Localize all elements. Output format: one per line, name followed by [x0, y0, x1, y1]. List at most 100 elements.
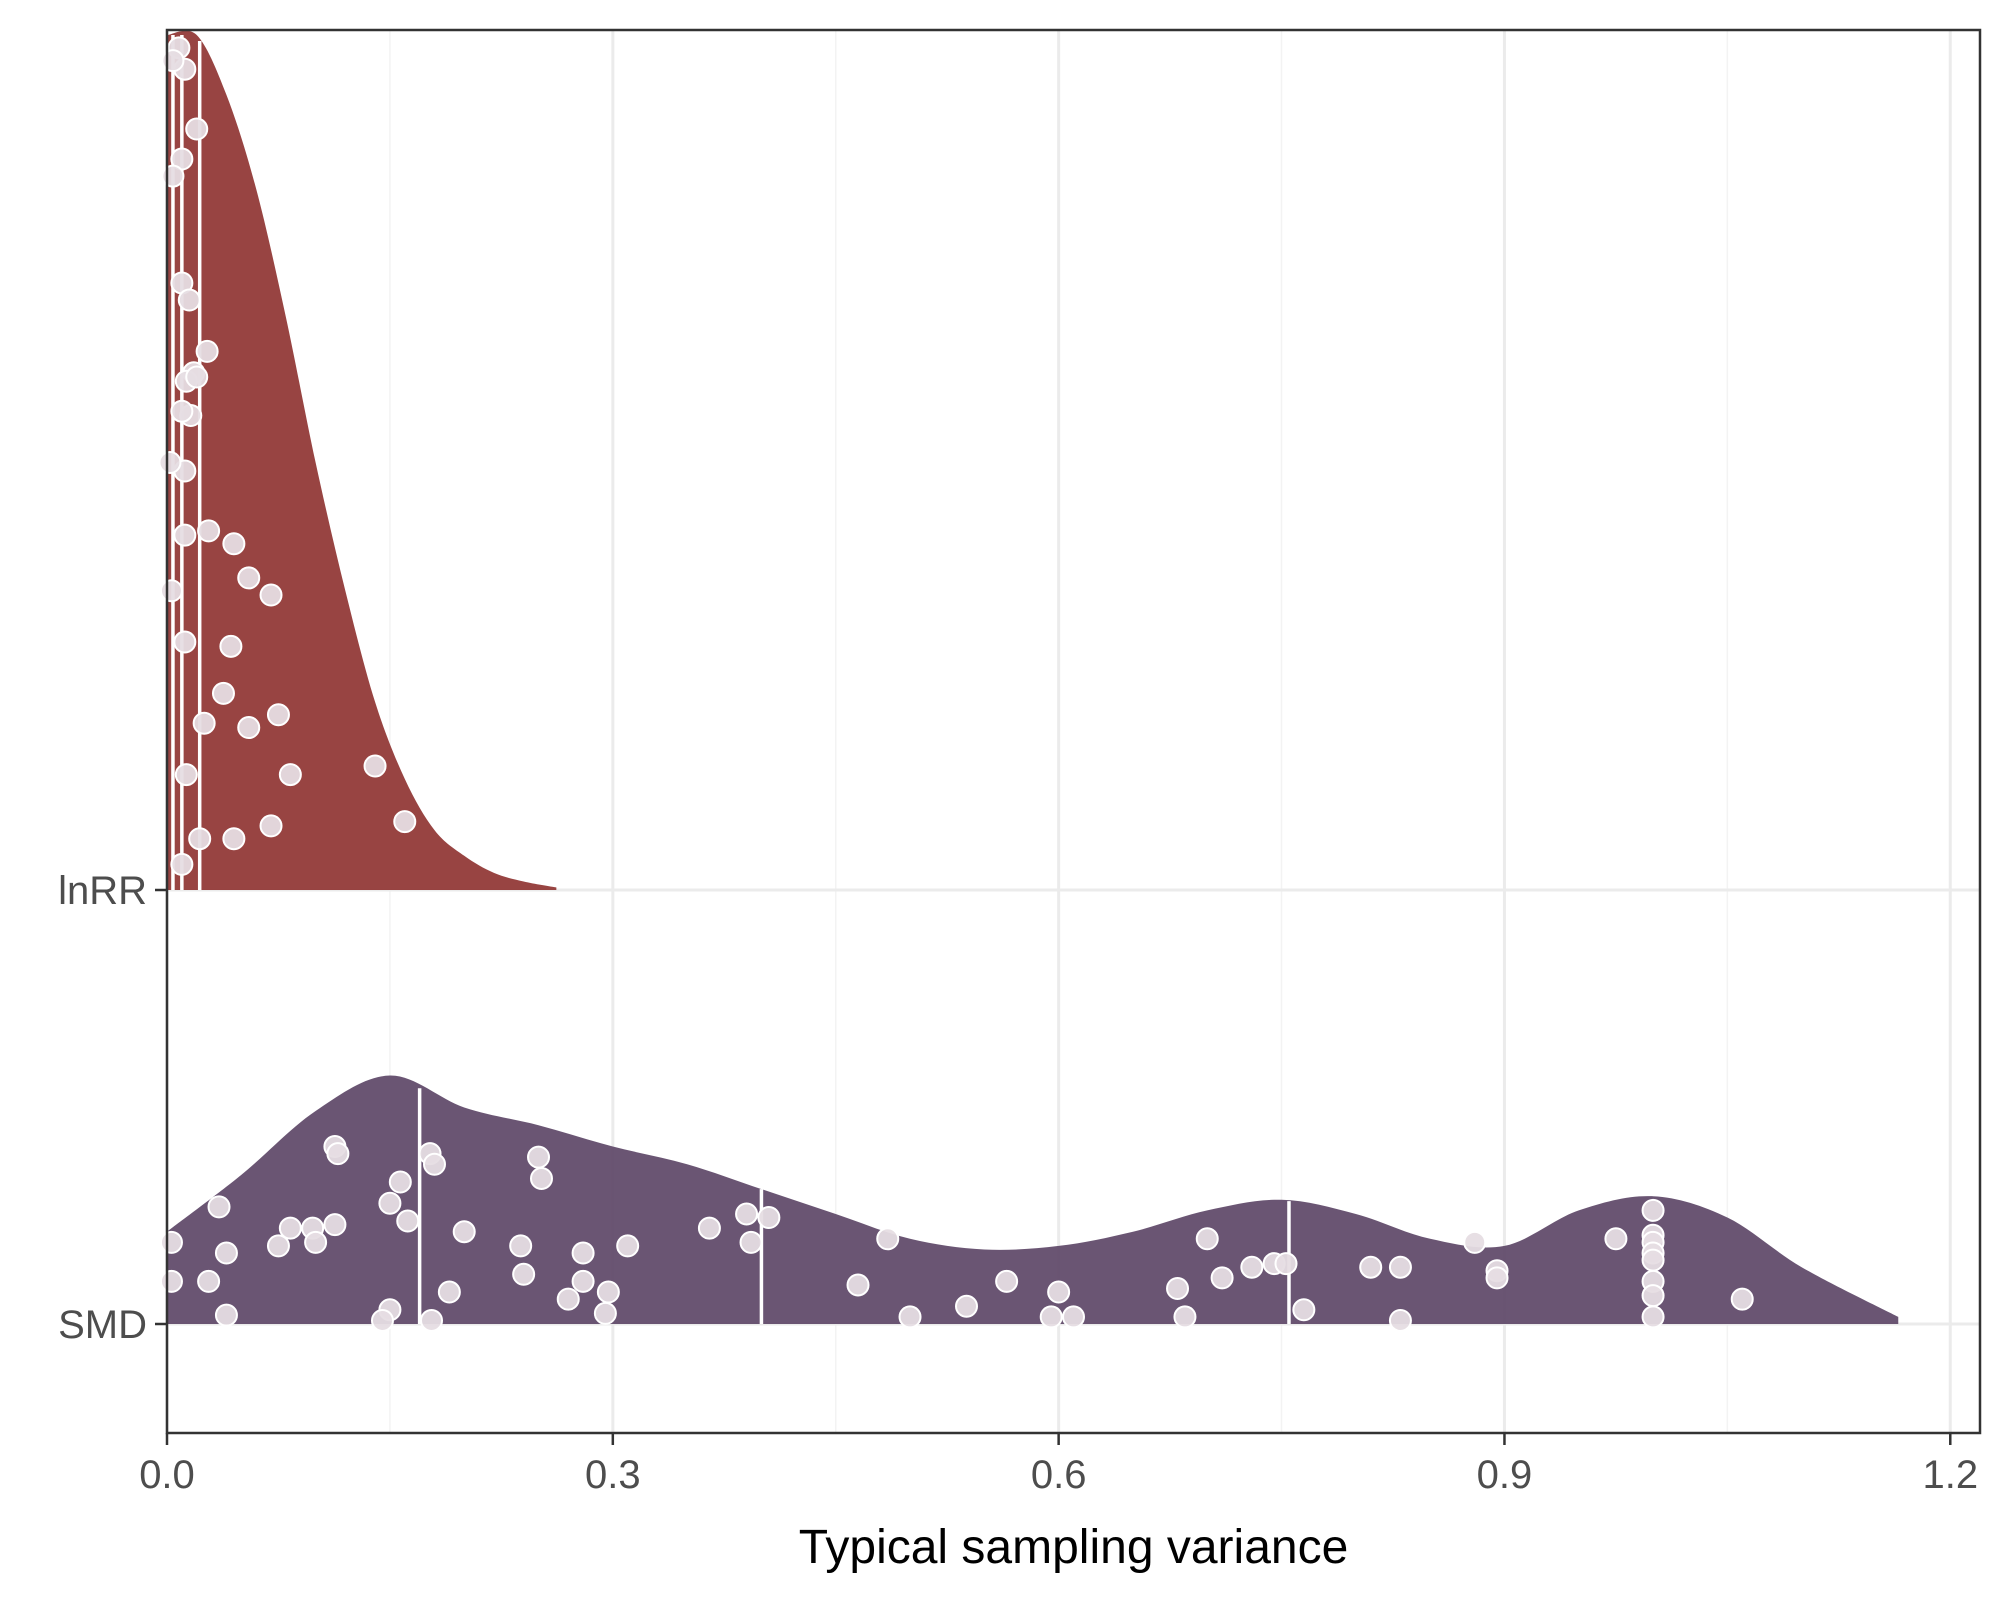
- data-point-lnrr: [161, 49, 185, 73]
- data-point-lnrr: [259, 583, 283, 607]
- data-point-smd: [1195, 1227, 1219, 1251]
- x-tick-label: 0.6: [1031, 1453, 1087, 1497]
- data-point-lnrr: [219, 634, 243, 658]
- data-point-smd: [1604, 1227, 1628, 1251]
- data-point-smd: [876, 1227, 900, 1251]
- data-point-lnrr: [173, 523, 197, 547]
- data-point-smd: [593, 1301, 617, 1325]
- data-point-smd: [1039, 1305, 1063, 1329]
- data-point-smd: [323, 1213, 347, 1237]
- data-point-smd: [452, 1220, 476, 1244]
- density-clouds: [167, 30, 1899, 1324]
- data-point-lnrr: [188, 827, 212, 851]
- data-point-lnrr: [173, 630, 197, 654]
- data-point-smd: [527, 1145, 551, 1169]
- data-point-smd: [757, 1206, 781, 1229]
- data-point-lnrr: [159, 579, 183, 603]
- data-point-smd: [1641, 1284, 1665, 1308]
- data-point-lnrr: [237, 716, 261, 740]
- data-point-smd: [214, 1303, 238, 1327]
- data-point-smd: [1240, 1255, 1264, 1279]
- data-point-lnrr: [170, 399, 194, 423]
- data-point-smd: [1166, 1277, 1190, 1300]
- data-point-smd: [1485, 1266, 1509, 1290]
- data-point-lnrr: [237, 566, 261, 590]
- panel-border: [165, 28, 1982, 1435]
- data-point-smd: [1463, 1230, 1487, 1254]
- x-tick-label: 1.2: [1922, 1453, 1978, 1497]
- data-point-smd: [197, 1269, 221, 1293]
- data-point-lnrr: [185, 365, 209, 389]
- data-point-smd: [422, 1152, 446, 1176]
- data-point-smd: [1730, 1287, 1754, 1311]
- data-point-lnrr: [211, 681, 235, 705]
- data-point-smd: [529, 1166, 553, 1190]
- data-point-lnrr: [278, 763, 302, 787]
- data-point-lnrr: [174, 763, 198, 787]
- data-point-smd: [396, 1209, 420, 1233]
- data-point-lnrr: [259, 814, 283, 838]
- plot-panel: [158, 28, 1982, 1435]
- data-point-smd: [512, 1262, 536, 1286]
- data-point-smd: [616, 1234, 640, 1258]
- data-point-smd: [1274, 1252, 1298, 1276]
- x-tick-label: 0.0: [139, 1453, 195, 1497]
- data-point-smd: [995, 1269, 1019, 1293]
- data-point-smd: [159, 1269, 183, 1293]
- data-point-smd: [1388, 1255, 1412, 1279]
- x-axis-title: Typical sampling variance: [799, 1521, 1349, 1574]
- data-point-lnrr: [266, 703, 290, 727]
- data-point-smd: [1210, 1266, 1234, 1290]
- data-point-lnrr: [197, 519, 221, 543]
- y-tick-label-smd: SMD: [58, 1303, 147, 1347]
- data-point-smd: [1062, 1305, 1085, 1329]
- data-point-lnrr: [393, 810, 417, 834]
- x-axis: 0.0 0.3 0.6 0.9 1.2: [139, 1433, 1978, 1497]
- data-point-lnrr: [161, 164, 185, 188]
- data-point-lnrr: [363, 754, 387, 778]
- data-point-smd: [266, 1234, 290, 1258]
- data-point-smd: [278, 1216, 302, 1240]
- data-point-smd: [207, 1195, 231, 1219]
- density-cloud-smd: [167, 1075, 1899, 1324]
- data-point-smd: [159, 1230, 183, 1254]
- data-point-smd: [420, 1308, 444, 1332]
- data-point-lnrr: [177, 288, 201, 312]
- x-tick-label: 0.3: [585, 1453, 641, 1497]
- data-point-smd: [437, 1280, 461, 1304]
- data-point-smd: [1173, 1305, 1197, 1329]
- data-point-lnrr: [222, 827, 246, 851]
- data-point-lnrr: [195, 339, 219, 363]
- data-point-smd: [1047, 1280, 1071, 1304]
- data-point-smd: [388, 1170, 412, 1194]
- data-point-smd: [739, 1230, 763, 1254]
- data-point-smd: [697, 1216, 721, 1240]
- y-axis: lnRR SMD: [58, 869, 167, 1347]
- data-point-smd: [304, 1230, 328, 1254]
- data-point-smd: [378, 1191, 402, 1215]
- data-point-lnrr: [170, 852, 194, 876]
- data-point-smd: [1641, 1248, 1665, 1272]
- data-point-smd: [596, 1280, 620, 1304]
- data-point-lnrr: [222, 532, 246, 556]
- data-point-lnrr: [185, 117, 209, 141]
- data-point-smd: [1641, 1198, 1665, 1222]
- data-point-smd: [1388, 1308, 1412, 1332]
- density-cloud-lnrr: [167, 30, 557, 891]
- data-point-lnrr: [158, 451, 182, 474]
- data-point-smd: [846, 1273, 870, 1297]
- data-point-lnrr: [192, 711, 216, 735]
- data-point-smd: [326, 1142, 350, 1166]
- data-point-smd: [571, 1269, 595, 1293]
- data-point-smd: [955, 1294, 979, 1318]
- y-tick-label-lnrr: lnRR: [58, 869, 147, 913]
- data-point-smd: [571, 1241, 595, 1265]
- data-point-smd: [1292, 1298, 1316, 1322]
- data-point-smd: [898, 1305, 922, 1329]
- data-point-smd: [735, 1202, 759, 1226]
- data-point-smd: [1359, 1255, 1383, 1279]
- data-point-smd: [370, 1308, 394, 1332]
- data-point-smd: [509, 1234, 533, 1258]
- data-points: [158, 36, 1754, 1332]
